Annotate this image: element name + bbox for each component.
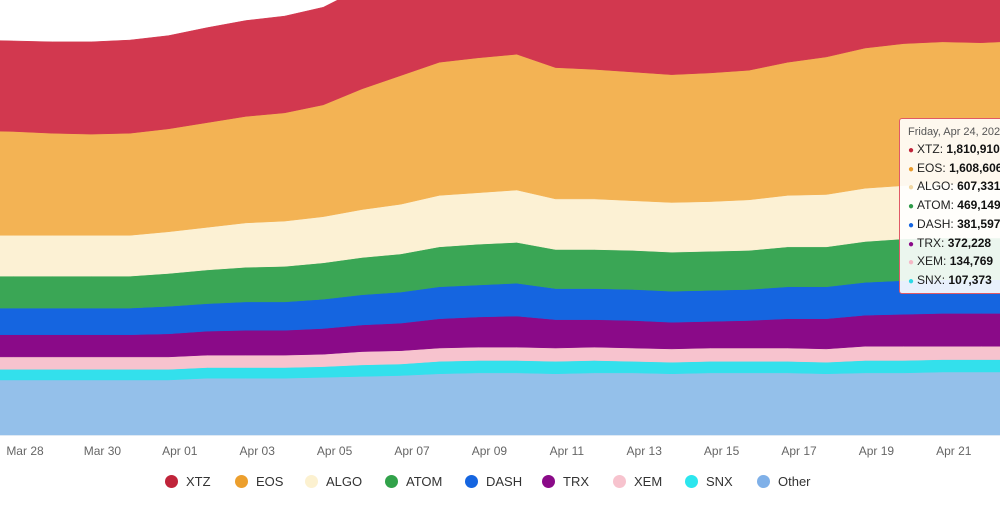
stacked-area-chart[interactable]: Mar 28 Mar 30 Apr 01 Apr 03 Apr 05 Apr 07 Apr … bbox=[0, 0, 1000, 470]
x-tick-label: Apr 05 bbox=[317, 444, 353, 458]
x-tick-label: Mar 30 bbox=[84, 444, 122, 458]
tooltip-value: 469,149 bbox=[957, 198, 1000, 213]
tooltip-value: 134,769 bbox=[949, 254, 994, 269]
legend-dot-icon bbox=[305, 475, 318, 488]
tooltip-value: 93,200 bbox=[954, 292, 991, 293]
legend-item-xtz[interactable]: XTZ bbox=[165, 474, 211, 489]
series-areas bbox=[0, 0, 1000, 436]
area-other[interactable] bbox=[0, 371, 1000, 436]
x-tick-label: Apr 03 bbox=[240, 444, 276, 458]
tooltip-series-name: ATOM: bbox=[917, 198, 958, 213]
tooltip-date: Friday, Apr 24, 2020 bbox=[908, 126, 1000, 138]
x-tick-label: Apr 19 bbox=[859, 444, 895, 458]
legend-label: SNX bbox=[706, 474, 733, 489]
x-axis-ticks: Mar 28 Mar 30 Apr 01 Apr 03 Apr 05 Apr 07 Apr … bbox=[6, 444, 971, 458]
legend-item-atom[interactable]: ATOM bbox=[385, 474, 442, 489]
series-dot-icon: ● bbox=[908, 163, 915, 175]
tooltip-series-name: XEM: bbox=[917, 254, 950, 269]
legend-item-other[interactable]: Other bbox=[757, 474, 811, 489]
tooltip-rows: ● XTZ: 1,810,910 ● EOS: 1,608,606 ● ALGO: 607… bbox=[908, 141, 1000, 293]
tooltip-series-name: TRX: bbox=[917, 235, 948, 250]
legend-dot-icon bbox=[685, 475, 698, 488]
legend-label: DASH bbox=[486, 474, 523, 489]
tooltip-row-xtz: ● XTZ: 1,810,910 bbox=[908, 141, 1000, 160]
tooltip-row-snx: ● SNX: 107,373 bbox=[908, 272, 1000, 291]
tooltip-row-trx: ● TRX: 372,228 bbox=[908, 235, 1000, 254]
tooltip-series-name: DASH: bbox=[917, 216, 958, 231]
legend-label: ALGO bbox=[326, 474, 363, 489]
legend-dot-icon bbox=[542, 475, 555, 488]
tooltip-series-name: SNX: bbox=[917, 272, 949, 287]
tooltip-row-xem: ● XEM: 134,769 bbox=[908, 253, 1000, 272]
tooltip-row-algo: ● ALGO: 607,331 bbox=[908, 178, 1000, 197]
series-dot-icon: ● bbox=[908, 145, 915, 156]
series-dot-icon: ● bbox=[908, 219, 915, 231]
legend-label: EOS bbox=[256, 474, 284, 489]
tooltip-value: 372,228 bbox=[947, 235, 992, 250]
hover-tooltip: Friday, Apr 24, 2020 ● XTZ: 1,810,910 ● EOS… bbox=[899, 118, 1000, 294]
legend-dot-icon bbox=[613, 475, 626, 488]
tooltip-series-name: EOS: bbox=[917, 160, 950, 175]
legend-label: ATOM bbox=[406, 474, 443, 489]
x-tick-label: Apr 15 bbox=[704, 444, 740, 458]
series-dot-icon: ● bbox=[908, 238, 915, 250]
legend-label: XTZ bbox=[186, 474, 211, 489]
series-dot-icon: ● bbox=[908, 201, 915, 213]
legend: XTZ EOS ALGO ATOM DASH TRX XEM SNX Other bbox=[0, 474, 1000, 496]
x-tick-label: Apr 09 bbox=[472, 444, 508, 458]
x-tick-label: Apr 01 bbox=[162, 444, 198, 458]
tooltip-row-other: ●Other: 93,200 bbox=[908, 291, 1000, 293]
x-tick-label: Apr 11 bbox=[550, 444, 585, 458]
legend-label: Other bbox=[778, 474, 811, 489]
tooltip-row-dash: ● DASH: 381,597 bbox=[908, 216, 1000, 235]
legend-dot-icon bbox=[385, 475, 398, 488]
tooltip-value: 381,597 bbox=[957, 216, 1000, 231]
tooltip-value: 1,810,910 bbox=[946, 142, 1000, 156]
tooltip-row-atom: ● ATOM: 469,149 bbox=[908, 197, 1000, 216]
area-xtz[interactable] bbox=[0, 0, 1000, 135]
legend-dot-icon bbox=[235, 475, 248, 488]
x-tick-label: Apr 21 bbox=[936, 444, 972, 458]
tooltip-value: 107,373 bbox=[948, 272, 992, 287]
tooltip-series-name: Other: bbox=[917, 292, 954, 293]
legend-item-trx[interactable]: TRX bbox=[542, 474, 589, 489]
legend-dot-icon bbox=[165, 475, 178, 488]
x-tick-label: Apr 07 bbox=[394, 444, 430, 458]
legend-item-dash[interactable]: DASH bbox=[465, 474, 522, 489]
legend-item-algo[interactable]: ALGO bbox=[305, 474, 362, 489]
legend-dot-icon bbox=[465, 475, 478, 488]
tooltip-value: 1,608,606 bbox=[949, 160, 1000, 175]
legend-label: XEM bbox=[634, 474, 663, 489]
legend-item-xem[interactable]: XEM bbox=[613, 474, 662, 489]
x-tick-label: Mar 28 bbox=[6, 444, 44, 458]
series-dot-icon: ● bbox=[908, 182, 915, 194]
tooltip-series-name: XTZ: bbox=[917, 142, 947, 156]
legend-item-eos[interactable]: EOS bbox=[235, 474, 283, 489]
series-dot-icon: ● bbox=[908, 257, 915, 269]
legend-label: TRX bbox=[563, 474, 589, 489]
tooltip-series-name: ALGO: bbox=[917, 179, 958, 194]
series-dot-icon: ● bbox=[908, 275, 915, 287]
tooltip-row-eos: ● EOS: 1,608,606 bbox=[908, 160, 1000, 179]
x-tick-label: Apr 13 bbox=[627, 444, 663, 458]
x-tick-label: Apr 17 bbox=[781, 444, 817, 458]
tooltip-value: 607,331 bbox=[957, 179, 1000, 194]
legend-item-snx[interactable]: SNX bbox=[685, 474, 733, 489]
legend-dot-icon bbox=[757, 475, 770, 488]
